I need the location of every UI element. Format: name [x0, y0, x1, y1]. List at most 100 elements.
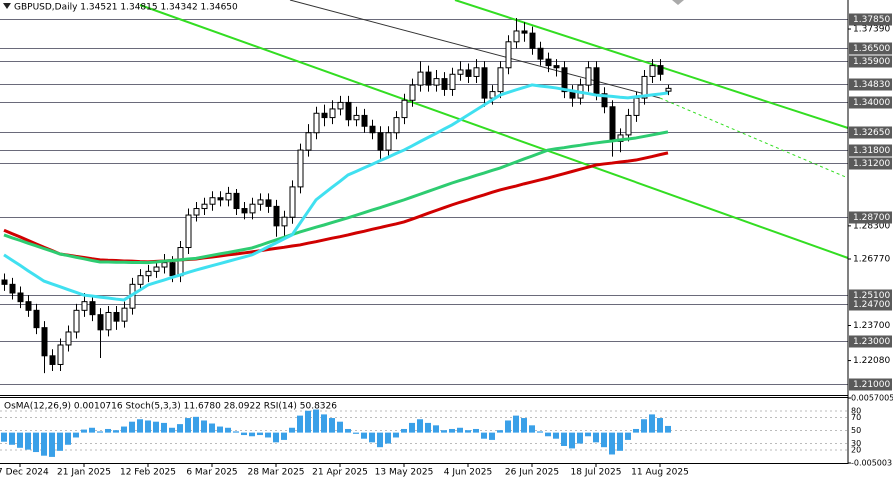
candle-body — [305, 132, 312, 151]
osma-bar — [81, 429, 87, 433]
osma-bar — [17, 432, 23, 448]
osma-bar — [105, 428, 111, 433]
osma-bar — [65, 432, 71, 445]
candle-body — [457, 69, 464, 75]
y-tick-label: 0.0057005 — [851, 394, 893, 403]
candle-body — [153, 266, 160, 272]
candle-body — [593, 67, 600, 95]
candle-body — [57, 344, 64, 365]
candle-body — [161, 262, 168, 268]
x-tick-label: 21 Jan 2025 — [57, 468, 111, 478]
candle-body — [481, 67, 488, 99]
candle-body — [465, 69, 472, 77]
osma-bar — [441, 430, 447, 433]
x-tick-label: 26 Jun 2025 — [505, 468, 559, 478]
osma-bar — [1, 432, 7, 442]
candle-body — [609, 106, 616, 142]
candle-body — [281, 216, 288, 227]
level-label: 1.23000 — [853, 337, 890, 347]
candle-body — [513, 30, 520, 43]
symbol-icon — [3, 3, 11, 9]
osma-bar — [169, 427, 175, 433]
osma-bar — [649, 414, 655, 433]
candle-body — [601, 93, 608, 108]
candle-body — [641, 75, 648, 99]
candle-body — [289, 186, 296, 218]
osma-bar — [497, 430, 503, 433]
osma-bar — [337, 421, 343, 433]
candle-body — [657, 65, 664, 75]
level-label: 1.31800 — [853, 146, 890, 156]
y2-tick-label: 20 — [851, 446, 861, 455]
osma-bar — [289, 427, 295, 433]
osma-bar — [129, 421, 135, 433]
candle-body — [193, 208, 200, 216]
candle-body — [433, 78, 440, 86]
osma-bar — [257, 432, 263, 436]
candle-body — [473, 67, 480, 77]
candle-body — [353, 114, 360, 121]
osma-bar — [593, 432, 599, 443]
candle-body — [529, 32, 536, 49]
candle-body — [425, 71, 432, 86]
y-tick-label: 1.26770 — [853, 255, 890, 265]
osma-bar — [385, 432, 391, 444]
candle-body — [337, 101, 344, 110]
osma-bar — [145, 420, 151, 433]
osma-bar — [665, 425, 671, 433]
osma-bar — [113, 430, 119, 433]
osma-bar — [9, 432, 15, 445]
candle-body — [273, 205, 280, 227]
osma-bar — [121, 426, 127, 433]
osma-bar — [209, 423, 215, 433]
candle-body — [241, 208, 248, 214]
candle-body — [137, 275, 144, 285]
x-tick-label: 11 Aug 2025 — [631, 468, 689, 478]
candle-body — [497, 67, 504, 93]
y2-tick-label: 30 — [851, 439, 861, 448]
y2-tick-label: 80 — [851, 407, 861, 416]
candle-body — [177, 247, 184, 277]
trend-line — [454, 0, 849, 129]
candle-body — [249, 203, 256, 214]
candle-body — [257, 199, 264, 205]
osma-bar — [401, 428, 407, 433]
osma-bar — [297, 415, 303, 433]
candle-body — [233, 192, 240, 210]
candle-body — [361, 114, 368, 127]
osma-bar — [97, 431, 103, 433]
osma-bar — [25, 432, 31, 450]
osma-bar — [585, 432, 591, 437]
osma-bar — [313, 409, 319, 433]
candle-body — [1, 279, 8, 285]
osma-bar — [449, 428, 455, 433]
level-label: 1.34000 — [853, 98, 890, 108]
osma-bar — [369, 432, 375, 443]
level-label-box — [849, 55, 892, 68]
candle-body — [561, 67, 568, 93]
level-label-box — [849, 211, 892, 224]
x-tick-label: 12 Feb 2025 — [120, 468, 176, 478]
candle-body — [345, 101, 352, 121]
indicator-title: OsMA(12,26,9) 0.0010716 Stoch(5,3,3) 11.… — [4, 402, 337, 412]
osma-bar — [633, 428, 639, 433]
candle-body — [121, 307, 128, 322]
osma-bar — [625, 432, 631, 440]
osma-bar — [545, 432, 551, 437]
osma-bar — [377, 432, 383, 448]
osma-bar — [73, 432, 79, 438]
y-tick-label: 1.22080 — [853, 356, 890, 366]
osma-bar — [345, 428, 351, 433]
x-tick-label: 21 Apr 2025 — [312, 468, 368, 478]
candle-body — [321, 112, 328, 119]
candle-body — [145, 270, 152, 277]
moving-average — [3, 130, 669, 265]
level-label: 1.25100 — [853, 291, 890, 301]
candle-body — [545, 58, 552, 67]
osma-bar — [425, 422, 431, 433]
osma-bar — [409, 422, 415, 433]
y-tick-label: 1.28300 — [853, 221, 890, 231]
candle-body — [585, 67, 592, 86]
candle-body — [81, 301, 88, 311]
level-label: 1.24700 — [853, 300, 890, 310]
